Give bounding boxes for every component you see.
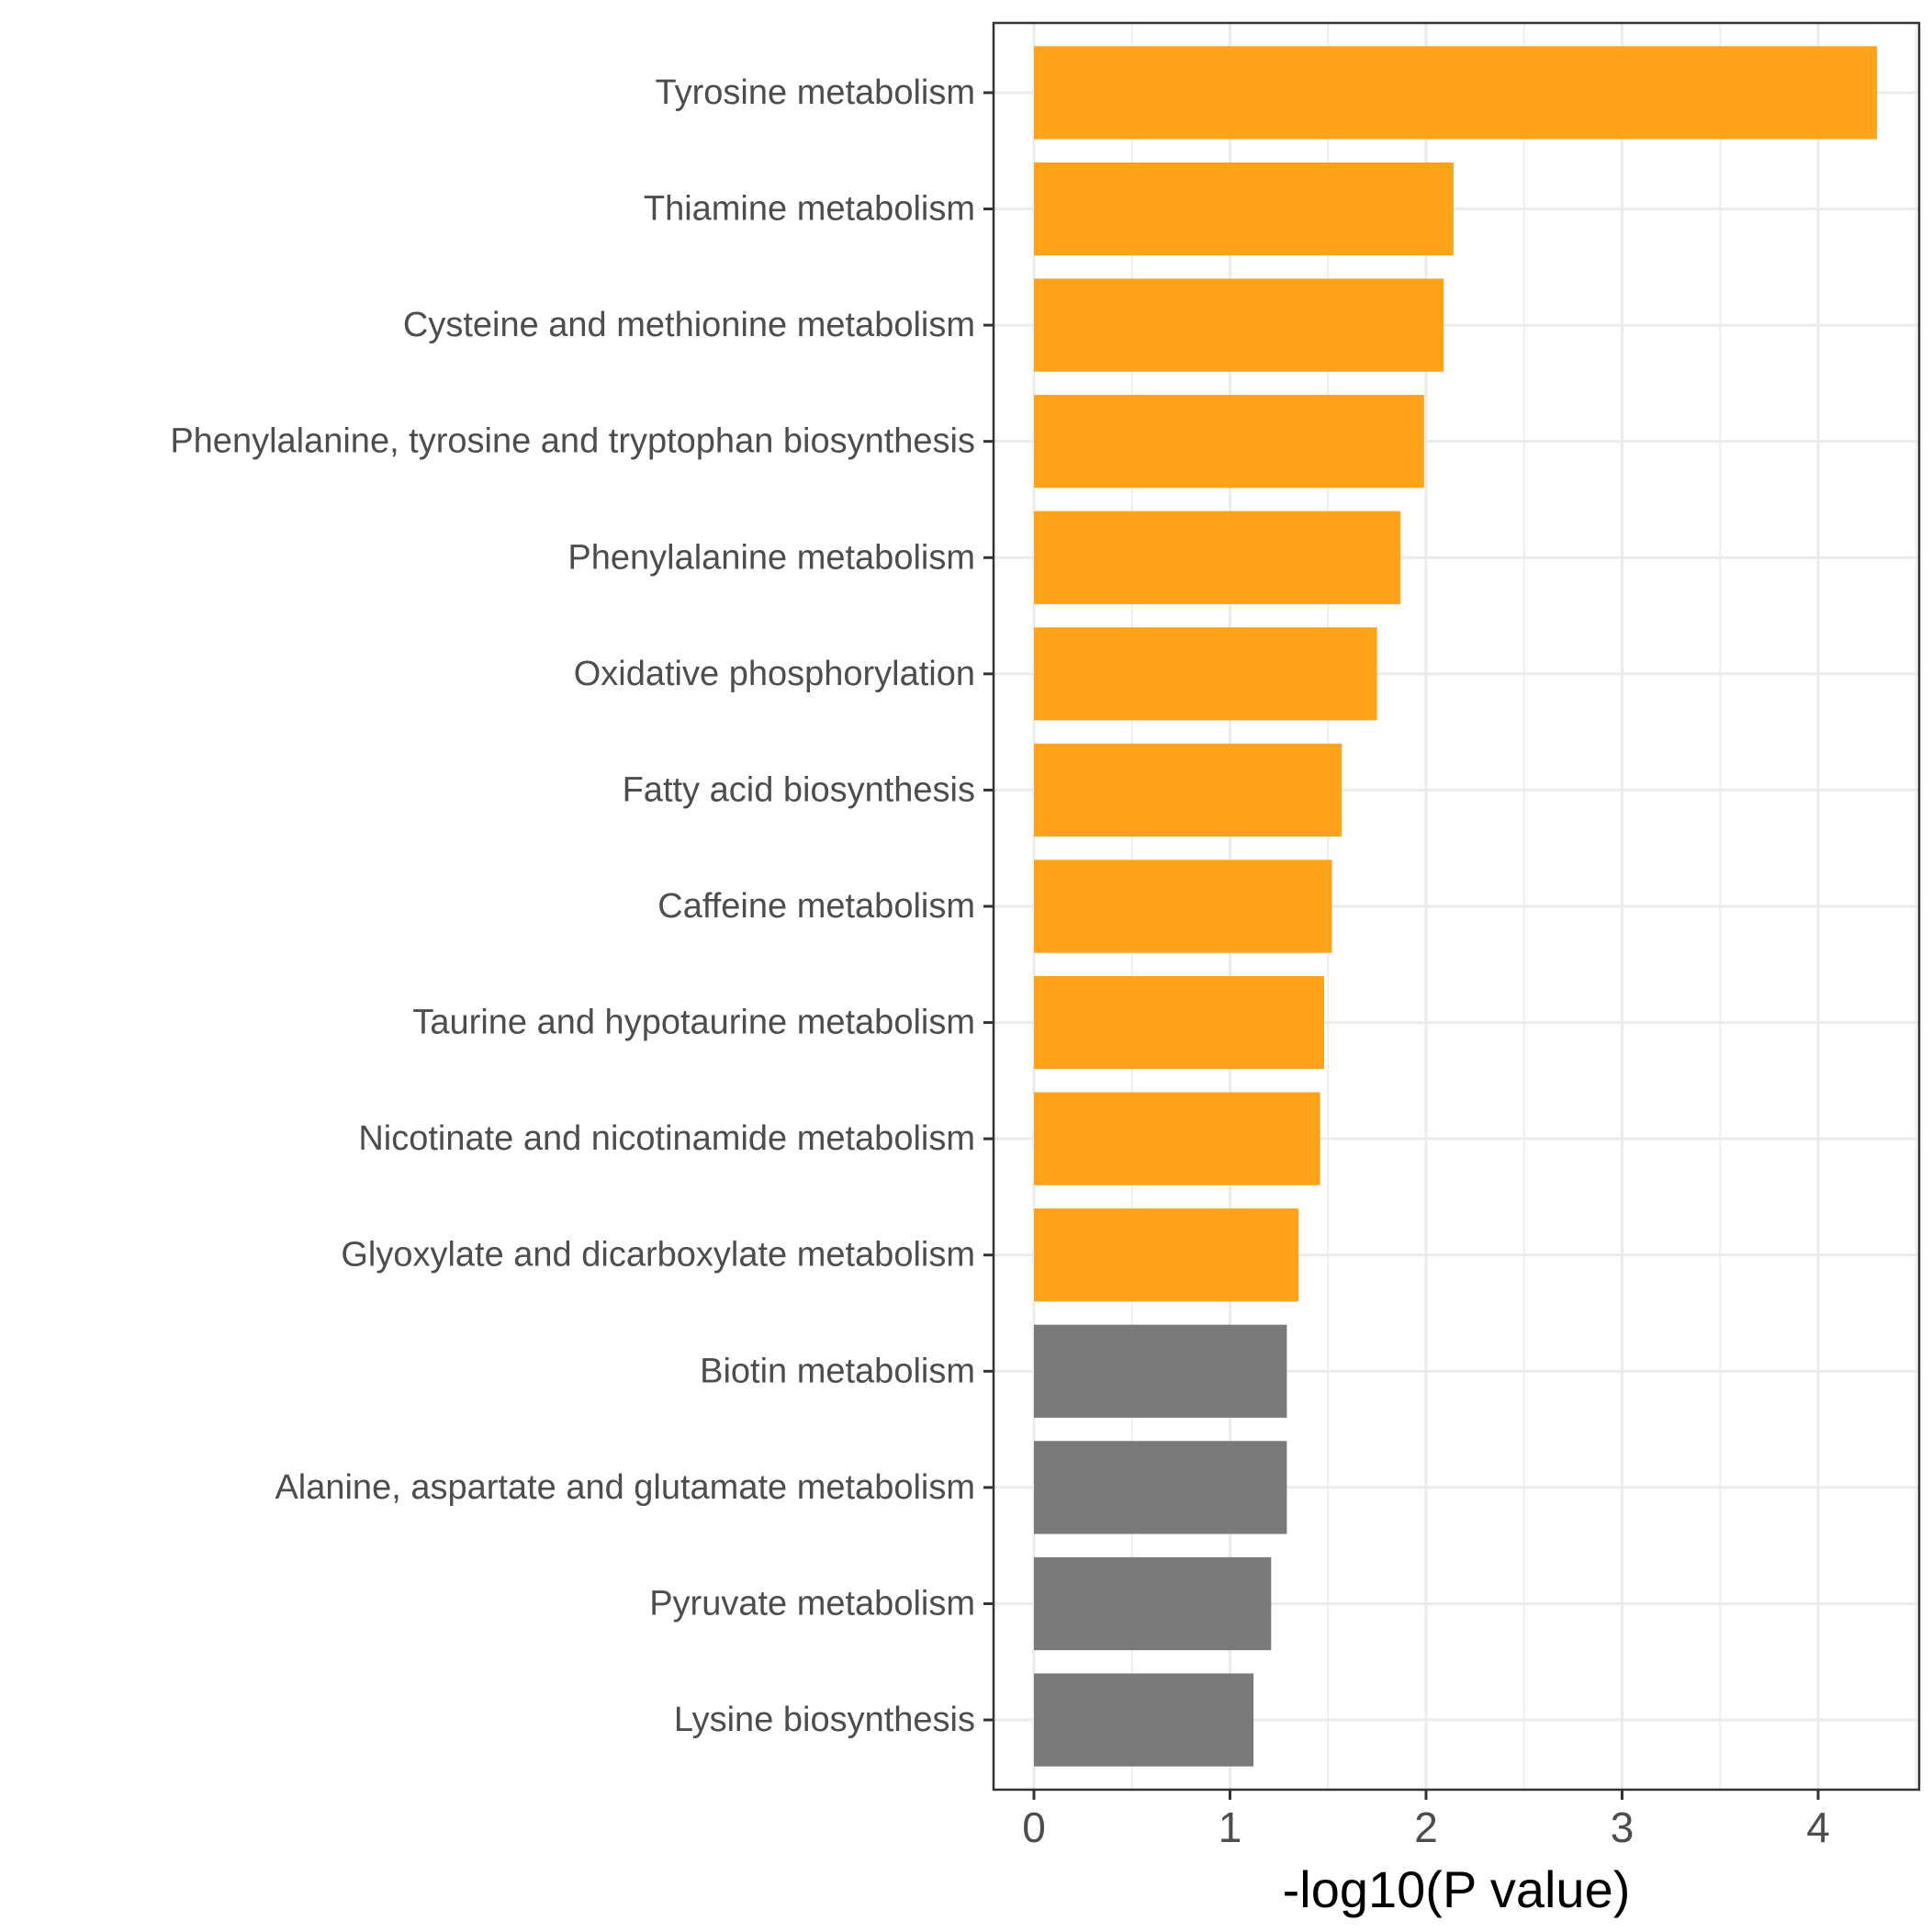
bar xyxy=(1034,627,1377,721)
bar xyxy=(1034,1324,1287,1418)
category-label: Lysine biosynthesis xyxy=(674,1701,975,1739)
bar xyxy=(1034,162,1454,256)
bar xyxy=(1034,46,1878,140)
category-label: Phenylalanine, tyrosine and tryptophan b… xyxy=(170,422,975,461)
y-axis: Tyrosine metabolism Thiamine metabolism Cy… xyxy=(170,73,994,1739)
x-tick-label: 3 xyxy=(1611,1803,1634,1851)
category-label: Biotin metabolism xyxy=(700,1352,975,1390)
bar xyxy=(1034,859,1332,953)
category-label: Cysteine and methionine metabolism xyxy=(403,306,975,344)
category-label: Taurine and hypotaurine metabolism xyxy=(412,1004,975,1042)
bar xyxy=(1034,511,1401,604)
category-label: Nicotinate and nicotinamide metabolism xyxy=(358,1119,975,1158)
bar xyxy=(1034,975,1324,1070)
bar xyxy=(1034,1673,1254,1767)
category-label: Thiamine metabolism xyxy=(644,190,975,229)
x-tick-label: 0 xyxy=(1022,1803,1046,1851)
category-label: Fatty acid biosynthesis xyxy=(623,770,975,809)
category-label: Alanine, aspartate and glutamate metabol… xyxy=(275,1468,975,1507)
x-tick-label: 4 xyxy=(1806,1803,1830,1851)
category-label: Caffeine metabolism xyxy=(657,887,975,926)
category-label: Oxidative phosphorylation xyxy=(574,655,975,693)
x-tick-label: 2 xyxy=(1414,1803,1438,1851)
bar xyxy=(1034,1556,1272,1651)
category-label: Pyruvate metabolism xyxy=(649,1584,975,1623)
bar xyxy=(1034,743,1342,837)
bar xyxy=(1034,278,1444,372)
bar xyxy=(1034,1208,1299,1302)
category-label: Phenylalanine metabolism xyxy=(567,538,975,577)
bar xyxy=(1034,395,1424,489)
bar xyxy=(1034,1441,1287,1534)
category-label: Tyrosine metabolism xyxy=(656,73,975,112)
x-axis: 0 1 2 3 4 xyxy=(1022,1790,1830,1851)
category-label: Glyoxylate and dicarboxylate metabolism xyxy=(341,1236,975,1275)
x-axis-title: -log10(P value) xyxy=(1283,1860,1631,1918)
x-tick-label: 1 xyxy=(1219,1803,1242,1851)
bars xyxy=(1034,46,1878,1767)
bar xyxy=(1034,1092,1320,1185)
